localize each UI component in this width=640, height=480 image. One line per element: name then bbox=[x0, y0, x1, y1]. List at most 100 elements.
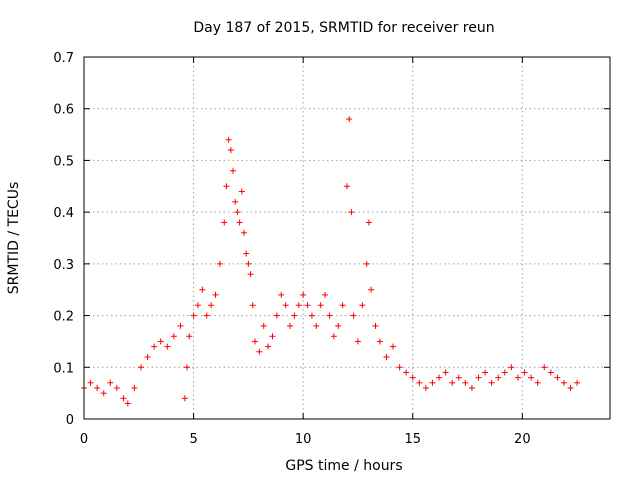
data-point bbox=[194, 302, 201, 309]
data-point bbox=[346, 116, 353, 123]
data-point bbox=[278, 291, 285, 298]
data-point bbox=[313, 322, 320, 329]
x-axis-label: GPS time / hours bbox=[285, 458, 402, 474]
data-point bbox=[243, 250, 250, 257]
data-point bbox=[363, 260, 370, 267]
data-point bbox=[304, 302, 311, 309]
data-point bbox=[390, 343, 397, 350]
data-point bbox=[547, 369, 554, 376]
data-point bbox=[94, 384, 101, 391]
data-point bbox=[251, 338, 258, 345]
y-tick-label: 0.1 bbox=[53, 361, 74, 376]
data-point bbox=[260, 322, 267, 329]
data-point bbox=[354, 338, 361, 345]
data-point bbox=[230, 167, 237, 174]
data-point bbox=[403, 369, 410, 376]
data-point bbox=[383, 353, 390, 360]
data-point bbox=[429, 379, 436, 386]
data-point bbox=[238, 188, 245, 195]
y-tick-label: 0.2 bbox=[53, 310, 74, 325]
data-point bbox=[113, 384, 120, 391]
x-tick-label: 10 bbox=[295, 432, 312, 447]
data-point bbox=[120, 395, 127, 402]
y-tick-label: 0.4 bbox=[53, 206, 74, 221]
data-point bbox=[482, 369, 489, 376]
data-point bbox=[234, 209, 241, 216]
data-point bbox=[534, 379, 541, 386]
data-point bbox=[300, 291, 307, 298]
data-point bbox=[508, 364, 515, 371]
y-tick-label: 0.5 bbox=[53, 154, 74, 169]
data-point bbox=[442, 369, 449, 376]
data-point bbox=[291, 312, 298, 319]
data-point bbox=[212, 291, 219, 298]
data-point bbox=[322, 291, 329, 298]
data-point bbox=[348, 209, 355, 216]
data-point bbox=[216, 260, 223, 267]
data-point bbox=[282, 302, 289, 309]
data-point bbox=[462, 379, 469, 386]
data-point bbox=[488, 379, 495, 386]
data-points bbox=[81, 116, 581, 407]
data-point bbox=[199, 286, 206, 293]
grid bbox=[84, 57, 610, 419]
data-point bbox=[256, 348, 263, 355]
y-axis-label: SRMTID / TECUs bbox=[6, 182, 22, 295]
data-point bbox=[170, 333, 177, 340]
data-point bbox=[344, 183, 350, 190]
data-point bbox=[501, 369, 508, 376]
data-point bbox=[223, 183, 230, 190]
y-tick-label: 0.7 bbox=[53, 51, 74, 66]
data-point bbox=[495, 374, 502, 381]
data-point bbox=[574, 379, 581, 386]
data-point bbox=[422, 384, 429, 391]
data-point bbox=[137, 364, 144, 371]
data-point bbox=[567, 384, 574, 391]
data-point bbox=[208, 302, 215, 309]
data-point bbox=[227, 147, 234, 154]
data-point bbox=[317, 302, 324, 309]
x-tick-label: 5 bbox=[189, 432, 197, 447]
data-point bbox=[249, 302, 256, 309]
data-point bbox=[475, 374, 482, 381]
data-point bbox=[468, 384, 475, 391]
data-point bbox=[164, 343, 171, 350]
data-point bbox=[107, 379, 114, 386]
data-point bbox=[131, 384, 138, 391]
chart-title: Day 187 of 2015, SRMTID for receiver reu… bbox=[193, 20, 494, 36]
data-point bbox=[177, 322, 184, 329]
data-point bbox=[350, 312, 357, 319]
data-point bbox=[416, 379, 423, 386]
data-point bbox=[376, 338, 383, 345]
data-point bbox=[514, 374, 521, 381]
data-point bbox=[184, 364, 191, 371]
data-point bbox=[449, 379, 456, 386]
data-point bbox=[203, 312, 210, 319]
data-point bbox=[245, 260, 252, 267]
axis-ticks: 0 0.1 0.2 0.3 0.4 0.5 0.6 0.7 0 5 10 15 20 bbox=[53, 51, 610, 447]
data-point bbox=[359, 302, 366, 309]
data-point bbox=[330, 333, 337, 340]
data-point bbox=[287, 322, 294, 329]
x-tick-label: 15 bbox=[404, 432, 421, 447]
data-point bbox=[236, 219, 243, 226]
data-point bbox=[396, 364, 403, 371]
data-point bbox=[186, 333, 193, 340]
data-point bbox=[240, 229, 247, 236]
data-point bbox=[247, 271, 254, 278]
plot-frame bbox=[83, 56, 611, 420]
data-point bbox=[295, 302, 302, 309]
data-point bbox=[151, 343, 158, 350]
data-point bbox=[269, 333, 276, 340]
data-point bbox=[528, 374, 535, 381]
data-point bbox=[144, 353, 151, 360]
data-point bbox=[560, 379, 567, 386]
data-point bbox=[436, 374, 443, 381]
data-point bbox=[455, 374, 462, 381]
y-tick-label: 0.3 bbox=[53, 258, 74, 273]
data-point bbox=[190, 312, 197, 319]
data-point bbox=[335, 322, 342, 329]
data-point bbox=[339, 302, 346, 309]
data-point bbox=[409, 374, 416, 381]
data-point bbox=[368, 286, 375, 293]
